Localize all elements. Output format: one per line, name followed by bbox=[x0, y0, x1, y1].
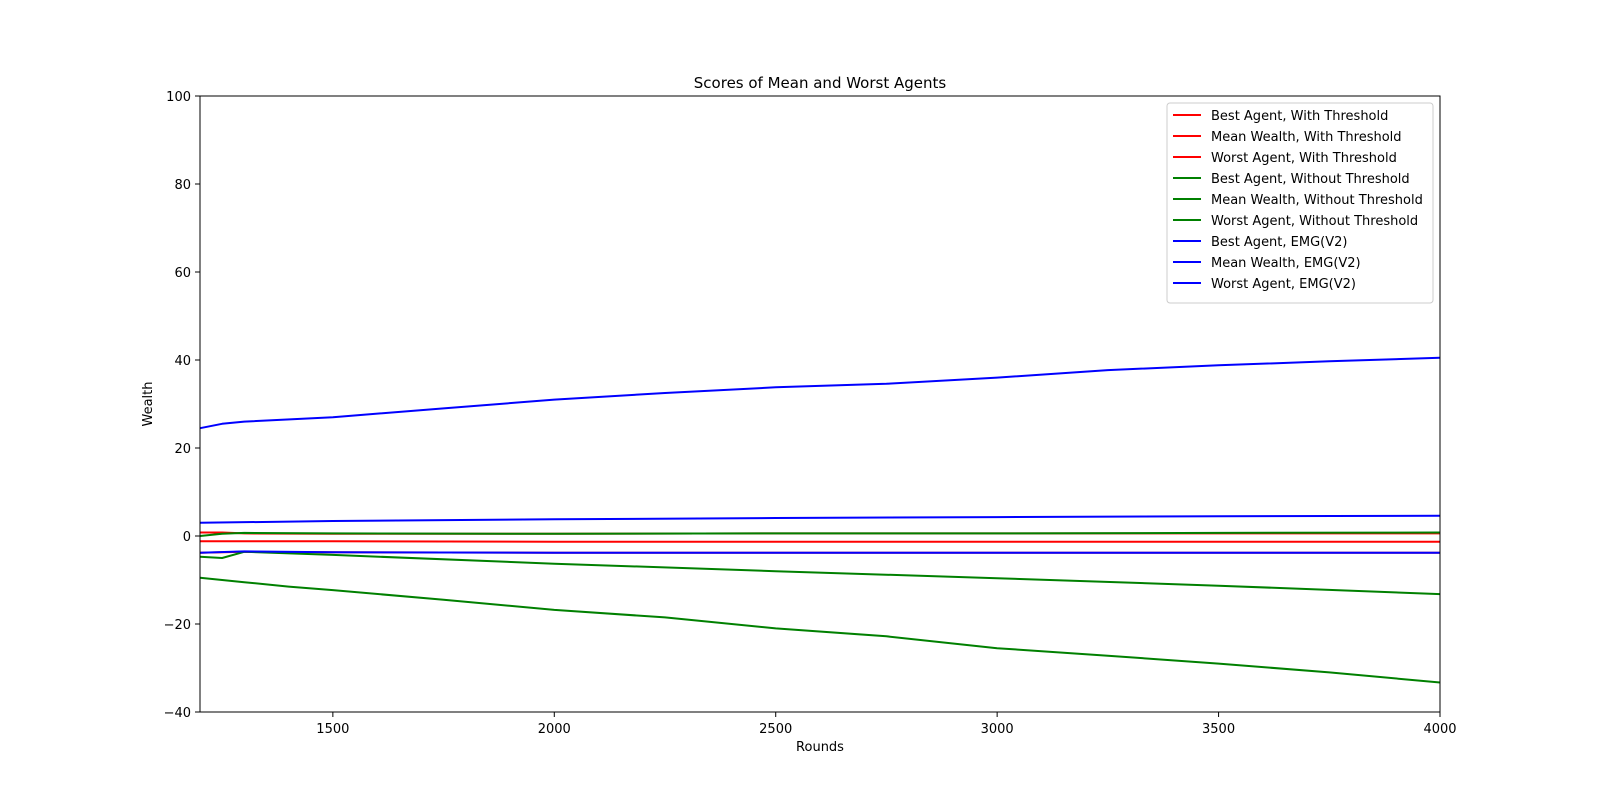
x-tick-label: 1500 bbox=[316, 722, 349, 737]
x-tick-label: 2500 bbox=[759, 722, 792, 737]
y-tick-label: 40 bbox=[174, 354, 191, 369]
series-line-7 bbox=[199, 514, 1441, 524]
series-line-4 bbox=[199, 550, 1441, 596]
y-tick-label: 20 bbox=[174, 442, 191, 457]
ticks-layer: 1500 2000 2500 3000 3500 4000 −40 −20 0 20 40 60 80 1… bbox=[164, 90, 1457, 737]
series-line-3 bbox=[199, 531, 1441, 537]
legend-label: Mean Wealth, With Threshold bbox=[1211, 130, 1402, 145]
series-line-8 bbox=[199, 550, 1440, 554]
y-tick-label: −20 bbox=[164, 618, 191, 633]
x-tick-label: 3000 bbox=[981, 722, 1014, 737]
y-tick-label: 80 bbox=[174, 178, 191, 193]
y-tick-label: 0 bbox=[183, 530, 191, 545]
y-tick-label: −40 bbox=[164, 706, 191, 721]
x-tick-label: 3500 bbox=[1202, 722, 1235, 737]
series-line-6 bbox=[199, 356, 1441, 430]
chart-title: Scores of Mean and Worst Agents bbox=[694, 74, 947, 92]
legend-label: Worst Agent, With Threshold bbox=[1211, 151, 1397, 166]
y-tick-label: 60 bbox=[174, 266, 191, 281]
y-tick-label: 100 bbox=[166, 90, 191, 105]
x-tick-label: 4000 bbox=[1423, 722, 1456, 737]
y-axis-label: Wealth bbox=[141, 381, 156, 426]
legend-label: Best Agent, Without Threshold bbox=[1211, 172, 1410, 187]
x-tick-label: 2000 bbox=[538, 722, 571, 737]
legend-label: Worst Agent, Without Threshold bbox=[1211, 214, 1418, 229]
series-layer bbox=[199, 356, 1441, 684]
legend-label: Best Agent, With Threshold bbox=[1211, 109, 1388, 124]
x-axis-label: Rounds bbox=[796, 740, 844, 755]
legend-label: Worst Agent, EMG(V2) bbox=[1211, 277, 1356, 292]
legend-label: Mean Wealth, Without Threshold bbox=[1211, 193, 1423, 208]
legend-label: Best Agent, EMG(V2) bbox=[1211, 235, 1347, 250]
legend: Best Agent, With Threshold Mean Wealth, W… bbox=[1166, 102, 1434, 304]
series-line-5 bbox=[199, 576, 1441, 684]
legend-box bbox=[1166, 102, 1434, 304]
legend-label: Mean Wealth, EMG(V2) bbox=[1211, 256, 1361, 271]
plot-frame bbox=[199, 95, 1441, 713]
